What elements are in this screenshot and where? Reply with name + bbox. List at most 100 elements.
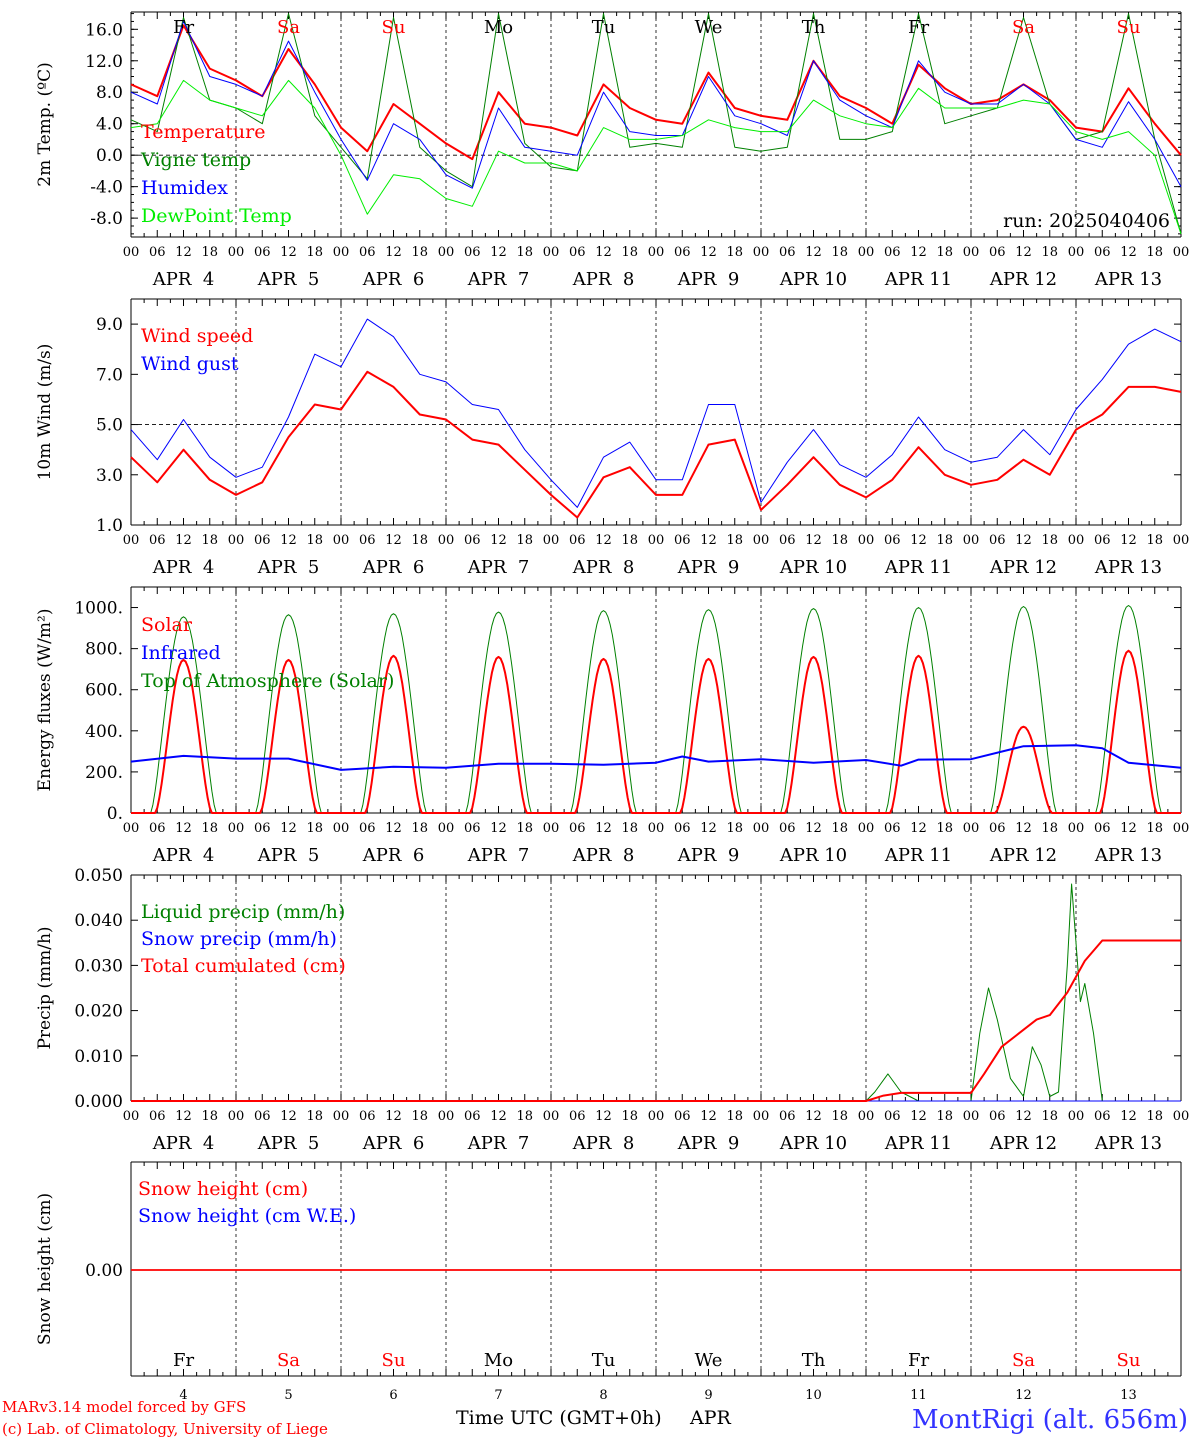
date-label: APR 13 <box>1094 557 1162 578</box>
hour-tick-label: 12 <box>280 1109 297 1124</box>
y-tick-label: 7.0 <box>96 365 123 385</box>
y-tick-label: 3.0 <box>96 466 123 486</box>
hour-tick-label: 18 <box>411 1109 428 1124</box>
day-number: 4 <box>179 1388 187 1403</box>
hour-tick-label: 00 <box>858 821 875 836</box>
panel-5-ylabel: Snow height (cm) <box>35 1193 55 1345</box>
hour-tick-label: 18 <box>516 1109 533 1124</box>
weekday-top: We <box>695 17 723 38</box>
legend-top-of-atmosphere-solar: Top of Atmosphere (Solar) <box>141 670 394 692</box>
hour-tick-label: 12 <box>700 533 717 548</box>
hour-tick-label: 06 <box>464 533 481 548</box>
hour-tick-label: 06 <box>359 821 376 836</box>
hour-tick-label: 06 <box>989 1109 1006 1124</box>
legend-infrared: Infrared <box>141 642 221 664</box>
hour-tick-label: 12 <box>1015 821 1032 836</box>
panel-3-ylabel: Energy fluxes (W/m²) <box>35 609 55 792</box>
hour-tick-label: 06 <box>884 821 901 836</box>
legend-snow-height-cm-w-e: Snow height (cm W.E.) <box>138 1205 356 1227</box>
y-tick-label: 200. <box>85 763 123 783</box>
weekday-bottom: Tu <box>592 1350 616 1371</box>
hour-tick-label: 00 <box>858 245 875 260</box>
series-humidex <box>130 20 1182 189</box>
date-label: APR 12 <box>989 557 1057 578</box>
hour-tick-label: 18 <box>411 245 428 260</box>
legend-solar: Solar <box>141 614 193 636</box>
weekday-top: Fr <box>173 17 194 38</box>
legend-snow-height-cm: Snow height (cm) <box>138 1178 308 1200</box>
hour-tick-label: 18 <box>726 821 743 836</box>
hour-tick-label: 12 <box>175 533 192 548</box>
hour-tick-label: 12 <box>1120 533 1137 548</box>
hour-tick-label: 00 <box>543 821 560 836</box>
weekday-top: Sa <box>277 17 300 38</box>
hour-tick-label: 18 <box>831 245 848 260</box>
y-tick-label: -4.0 <box>90 178 123 198</box>
hour-tick-label: 12 <box>700 1109 717 1124</box>
day-number: 11 <box>910 1388 927 1403</box>
hour-tick-label: 06 <box>569 533 586 548</box>
series-total-cumulated-cm <box>131 939 1181 1102</box>
hour-tick-label: 06 <box>989 533 1006 548</box>
date-label: APR 13 <box>1094 269 1162 290</box>
series-wind-gust <box>130 318 1182 508</box>
date-label: APR 6 <box>362 269 425 290</box>
y-tick-label: 400. <box>85 722 123 742</box>
series-temperature <box>130 24 1182 161</box>
hour-tick-label: 12 <box>385 821 402 836</box>
hour-tick-label: 00 <box>648 533 665 548</box>
date-label: APR 8 <box>572 557 635 578</box>
hour-tick-label: 18 <box>831 821 848 836</box>
hour-tick-label: 00 <box>648 1109 665 1124</box>
y-tick-label: 0.020 <box>74 1002 123 1022</box>
y-tick-label: 0.000 <box>74 1092 123 1112</box>
hour-tick-label: 06 <box>359 245 376 260</box>
hour-tick-label: 12 <box>1120 245 1137 260</box>
day-number: 5 <box>284 1388 292 1403</box>
hour-tick-label: 18 <box>411 533 428 548</box>
hour-tick-label: 18 <box>621 245 638 260</box>
hour-tick-label: 06 <box>149 245 166 260</box>
panel-1-ylabel: 2m Temp. (ºC) <box>35 62 55 187</box>
hour-tick-label: 00 <box>858 533 875 548</box>
date-label: APR 9 <box>677 269 740 290</box>
hour-tick-label: 00 <box>543 533 560 548</box>
hour-tick-label: 12 <box>805 821 822 836</box>
date-label: APR 12 <box>989 845 1057 866</box>
hour-tick-label: 00 <box>753 245 770 260</box>
hour-tick-label: 06 <box>149 533 166 548</box>
hour-tick-label: 00 <box>1068 1109 1085 1124</box>
weekday-top: Sa <box>1012 17 1035 38</box>
hour-tick-label: 00 <box>438 533 455 548</box>
y-tick-label: 0.0 <box>96 146 123 166</box>
hour-tick-label: 00 <box>963 245 980 260</box>
run-annotation: run: 2025040406 <box>1003 210 1170 232</box>
hour-tick-label: 18 <box>621 821 638 836</box>
panel-2-ylabel: 10m Wind (m/s) <box>35 344 55 481</box>
hour-tick-label: 00 <box>1173 821 1190 836</box>
legend-wind-gust: Wind gust <box>141 353 239 375</box>
hour-tick-label: 00 <box>858 1109 875 1124</box>
hour-tick-label: 18 <box>1146 533 1163 548</box>
hour-tick-label: 12 <box>1015 245 1032 260</box>
hour-tick-label: 18 <box>726 533 743 548</box>
hour-tick-label: 12 <box>280 821 297 836</box>
weekday-top: Su <box>382 17 406 38</box>
hour-tick-label: 00 <box>228 533 245 548</box>
hour-tick-label: 06 <box>779 245 796 260</box>
y-tick-label: 1000. <box>74 599 123 619</box>
date-label: APR 12 <box>989 1133 1057 1154</box>
hour-tick-label: 06 <box>884 533 901 548</box>
hour-tick-label: 00 <box>963 533 980 548</box>
hour-tick-label: 00 <box>1173 533 1190 548</box>
hour-tick-label: 18 <box>201 1109 218 1124</box>
time-axis-label: Time UTC (GMT+0h) <box>456 1407 662 1429</box>
hour-tick-label: 18 <box>1041 1109 1058 1124</box>
hour-tick-label: 06 <box>569 245 586 260</box>
day-number: 6 <box>389 1388 397 1403</box>
hour-tick-label: 06 <box>254 533 271 548</box>
hour-tick-label: 00 <box>543 245 560 260</box>
hour-tick-label: 06 <box>254 821 271 836</box>
date-label: APR 13 <box>1094 845 1162 866</box>
